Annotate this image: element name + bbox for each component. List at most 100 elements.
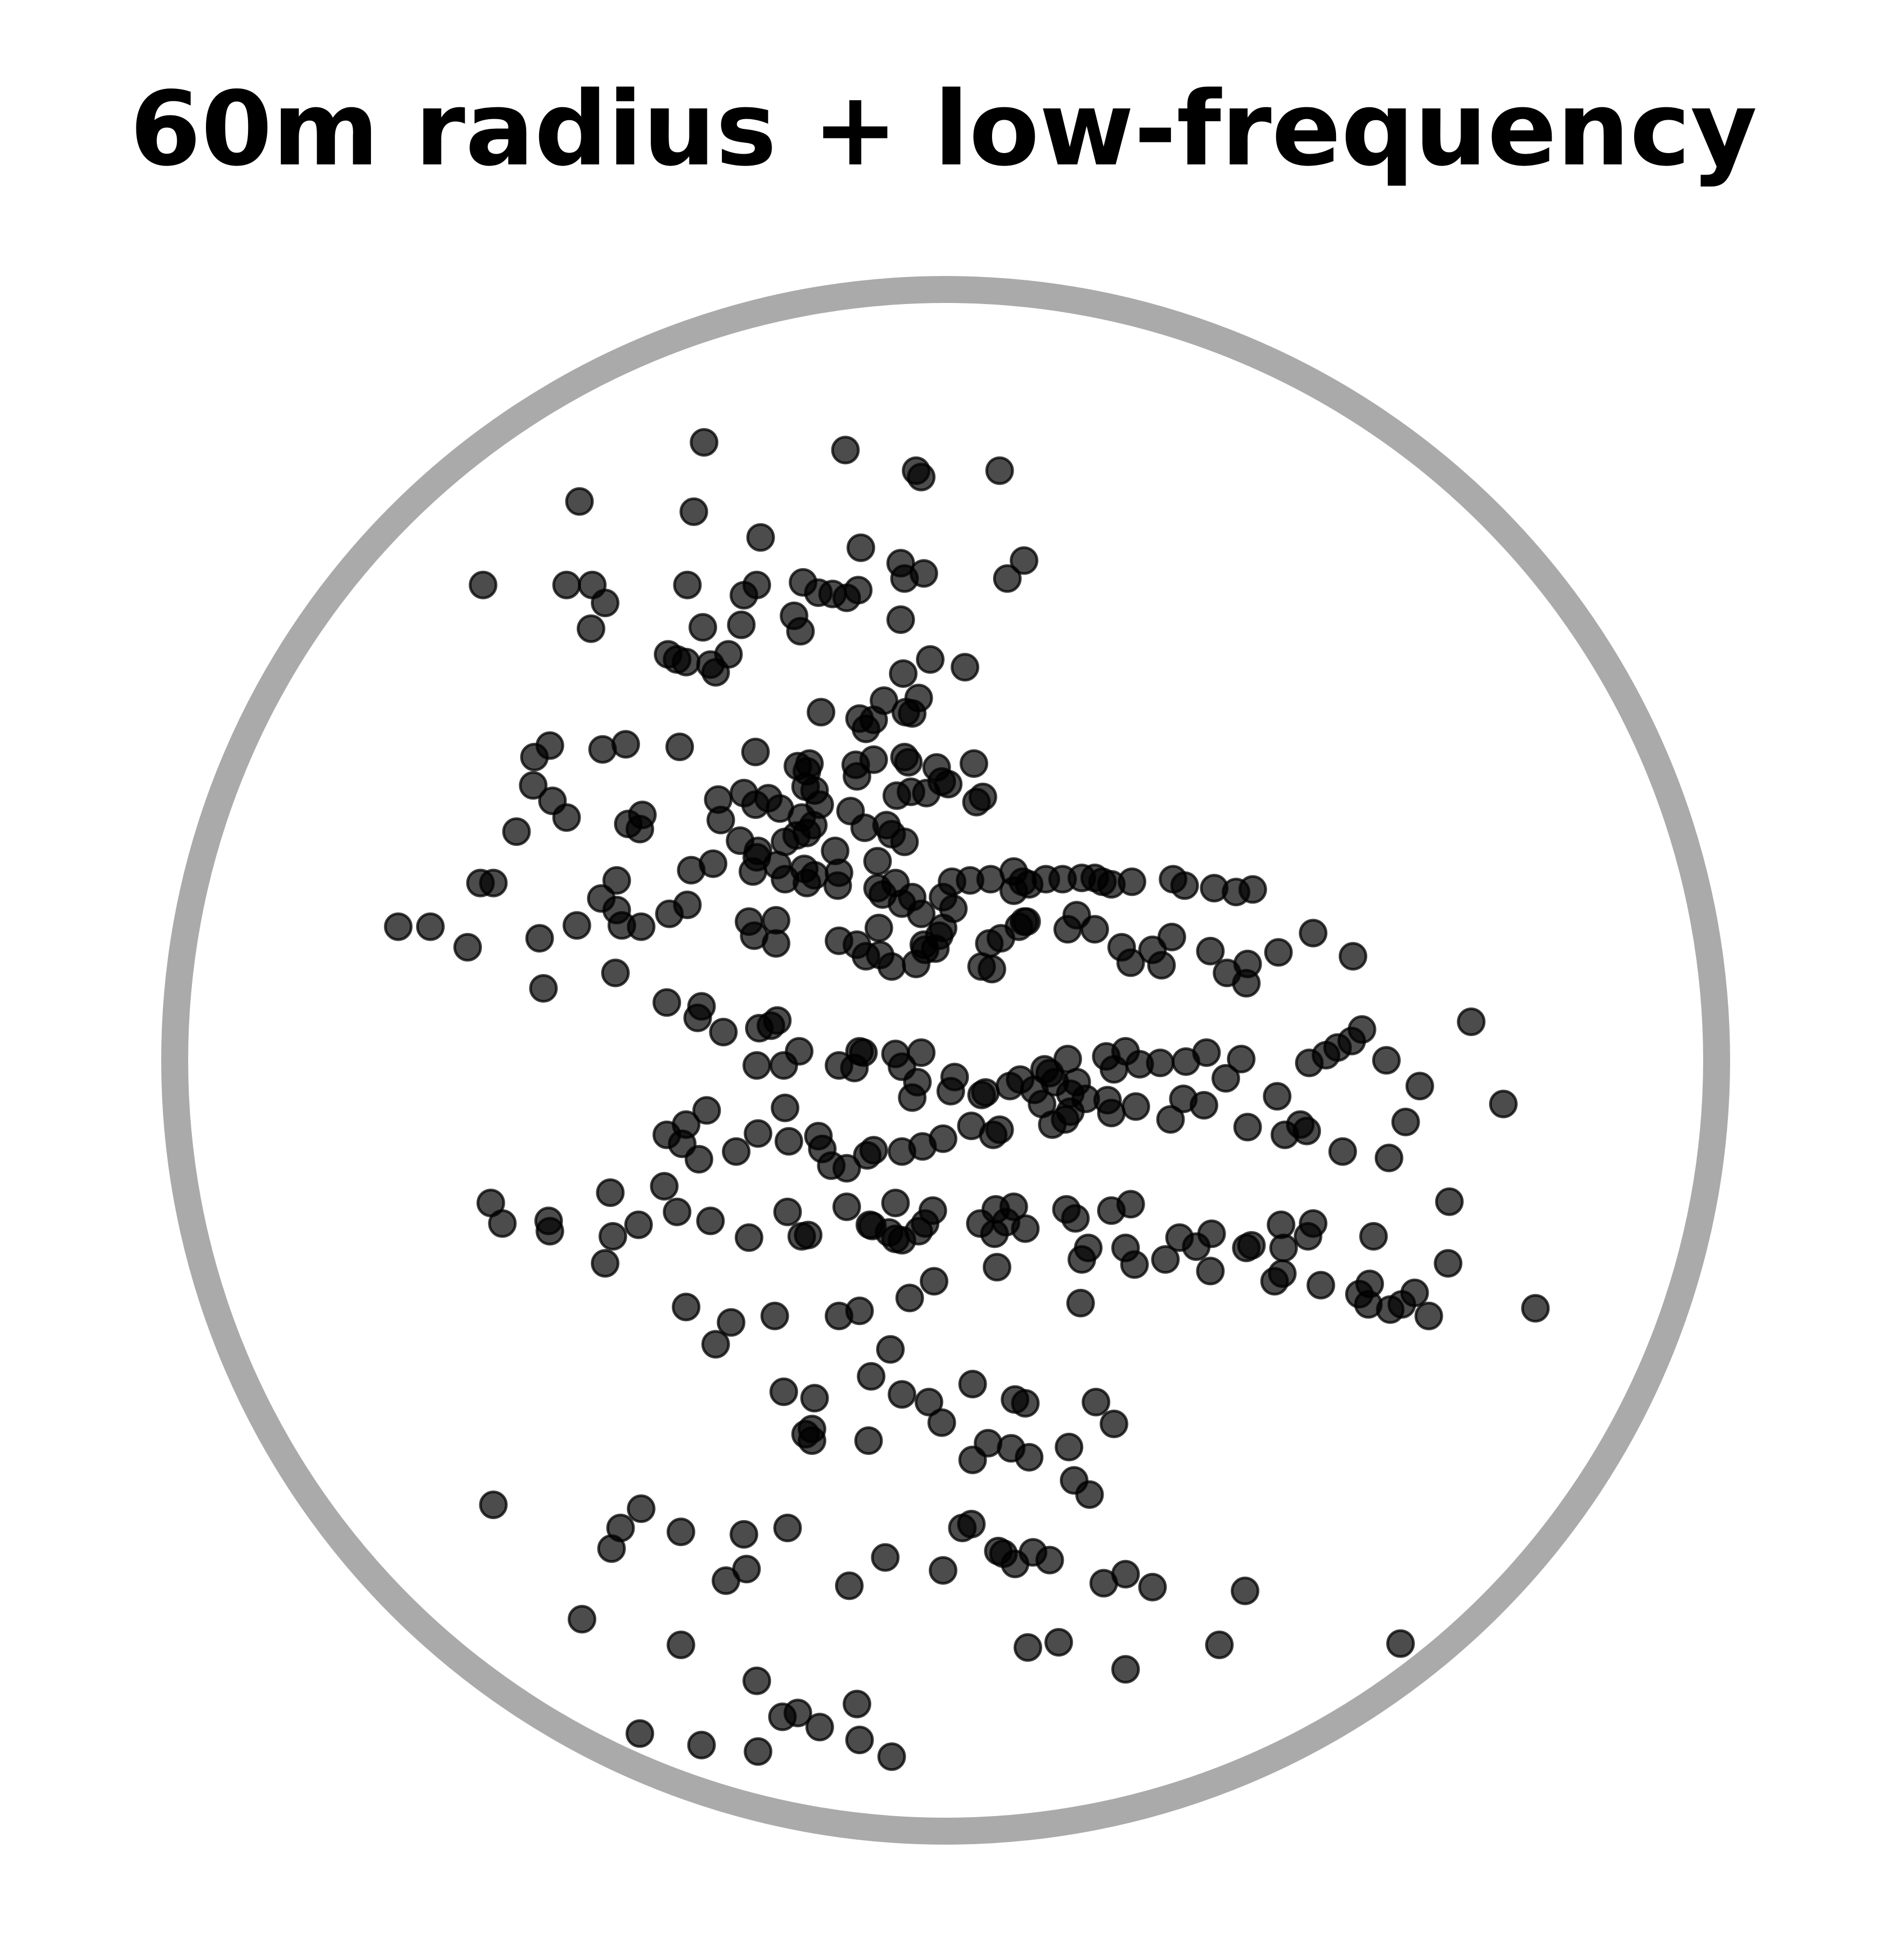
data-point — [1238, 875, 1268, 904]
data-point — [529, 974, 558, 1003]
data-point — [928, 1556, 958, 1585]
data-point — [1120, 1250, 1149, 1279]
data-point — [786, 617, 815, 646]
data-point — [895, 1283, 924, 1313]
data-point — [1138, 1572, 1167, 1602]
data-point — [726, 826, 755, 855]
data-point — [877, 952, 906, 981]
data-point — [807, 698, 836, 727]
data-point — [673, 570, 702, 599]
data-point — [877, 1742, 906, 1771]
data-point — [982, 1253, 1011, 1282]
data-point — [927, 1408, 956, 1437]
data-point — [1521, 1294, 1550, 1323]
data-point — [1097, 1099, 1126, 1128]
data-point — [1339, 942, 1367, 971]
data-point — [957, 1509, 986, 1538]
data-point — [1182, 1232, 1211, 1261]
data-point — [832, 1192, 861, 1221]
data-point — [859, 745, 888, 774]
data-point — [958, 1370, 987, 1399]
data-point — [1269, 1233, 1298, 1262]
data-point — [1116, 948, 1145, 977]
data-point — [1414, 1301, 1443, 1330]
data-point — [840, 1053, 869, 1082]
data-point — [959, 749, 988, 778]
data-point — [672, 647, 701, 677]
data-point — [1099, 1410, 1128, 1438]
data-point — [673, 891, 702, 920]
points-layer — [384, 428, 1550, 1771]
data-point — [666, 1517, 695, 1547]
data-point — [1014, 1633, 1042, 1662]
data-point — [1405, 1072, 1434, 1101]
data-point — [1111, 1559, 1140, 1589]
data-point — [789, 568, 817, 597]
data-point — [887, 1226, 917, 1255]
data-point — [742, 1666, 772, 1695]
data-point — [469, 570, 498, 599]
data-point — [665, 733, 694, 761]
data-point — [625, 1719, 655, 1748]
data-point — [889, 659, 918, 688]
data-point — [1230, 1576, 1259, 1605]
data-point — [774, 1127, 803, 1156]
data-point — [907, 1038, 936, 1067]
data-point — [1205, 1630, 1234, 1659]
data-point — [1080, 915, 1109, 944]
data-point — [1055, 1432, 1084, 1461]
data-point — [1156, 1105, 1185, 1134]
data-point — [1158, 922, 1186, 951]
data-point — [1266, 1210, 1296, 1239]
data-point — [863, 847, 892, 876]
data-point — [845, 1296, 874, 1326]
data-point — [843, 762, 871, 791]
data-point — [760, 1301, 789, 1330]
data-point — [743, 1119, 773, 1148]
data-point — [1111, 1655, 1140, 1684]
data-point — [1196, 936, 1225, 965]
data-point — [741, 737, 770, 767]
data-point — [466, 868, 495, 898]
data-point — [729, 1520, 759, 1549]
data-point — [1374, 1143, 1403, 1172]
data-point — [684, 1145, 713, 1174]
data-point — [701, 1330, 730, 1359]
data-point — [416, 912, 445, 941]
data-point — [843, 1689, 871, 1719]
data-point — [920, 1267, 948, 1296]
data-point — [502, 817, 531, 846]
data-point — [770, 1093, 800, 1122]
data-point — [625, 815, 655, 844]
data-point — [876, 1335, 905, 1364]
data-point — [727, 610, 756, 639]
data-point — [857, 1362, 886, 1391]
data-point — [1233, 1113, 1262, 1142]
data-point — [1189, 1091, 1218, 1120]
data-point — [1068, 1245, 1097, 1274]
data-point — [590, 1249, 619, 1278]
data-point — [1192, 1038, 1221, 1067]
data-point — [859, 1136, 888, 1165]
data-point — [928, 1124, 958, 1153]
data-point — [672, 1293, 701, 1322]
data-point — [934, 770, 963, 799]
data-point — [756, 1011, 786, 1040]
data-point — [1232, 969, 1261, 998]
data-point — [784, 1037, 814, 1066]
data-point — [773, 1197, 802, 1226]
data-point — [871, 1543, 900, 1572]
data-point — [722, 1137, 750, 1166]
data-point — [805, 1713, 834, 1742]
data-point — [699, 849, 728, 878]
data-point — [1138, 935, 1167, 964]
data-point — [914, 1388, 944, 1417]
data-point — [1035, 1545, 1064, 1575]
data-point — [881, 1189, 910, 1218]
data-point — [907, 463, 936, 492]
data-point — [1372, 1046, 1401, 1075]
data-point — [742, 1051, 772, 1080]
data-point — [1118, 867, 1147, 896]
data-point — [977, 955, 1007, 984]
